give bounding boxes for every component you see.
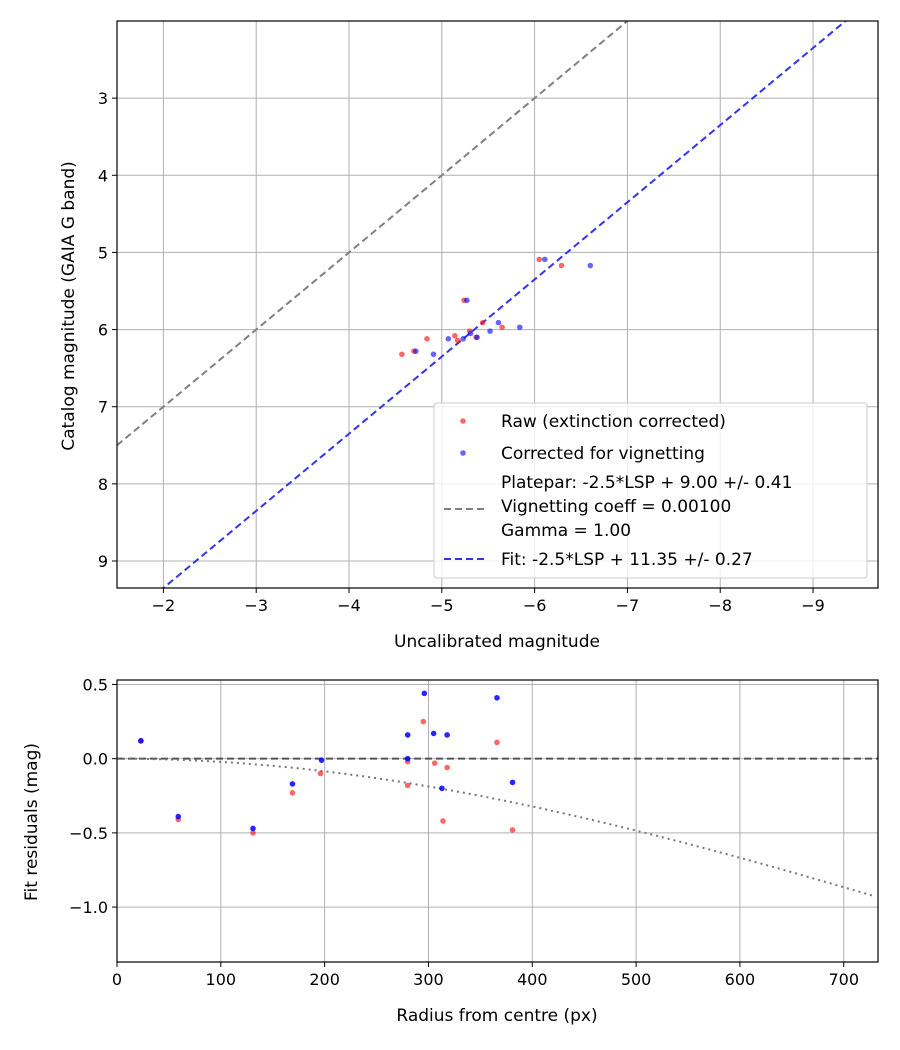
bottom-vignetting-curve [117, 757, 876, 898]
top-point-raw [399, 351, 405, 358]
top-y-tick-label: 3 [98, 89, 108, 108]
top-x-tick-label: −9 [801, 596, 825, 615]
bottom-x-tick-label: 200 [309, 970, 340, 989]
top-x-tick-label: −2 [152, 596, 176, 615]
top-point-corrected [516, 324, 523, 331]
top-y-tick-label: 4 [98, 166, 108, 185]
top-point-raw [454, 337, 461, 344]
top-point-raw [536, 256, 543, 263]
top-point-corrected [467, 330, 474, 337]
legend-box [433, 402, 868, 579]
bottom-axes-frame [116, 679, 879, 963]
bottom-scatter-points [138, 690, 516, 836]
bottom-point-corrected [444, 732, 450, 738]
bottom-reference-lines [117, 757, 878, 898]
top-x-tick-label: −7 [616, 596, 640, 615]
top-point-corrected [542, 256, 548, 263]
legend-platepar-line-1: Vignetting coeff = 0.00100 [501, 497, 731, 517]
bottom-point-corrected [509, 779, 516, 786]
bottom-point-corrected [404, 732, 411, 738]
bottom-x-tick-label: 0 [112, 970, 122, 989]
top-point-corrected [487, 328, 493, 334]
top-x-tick-label: −4 [337, 596, 361, 615]
top-point-corrected [495, 319, 502, 326]
bottom-point-corrected [404, 755, 411, 762]
top-y-tick-label: 6 [98, 321, 108, 340]
legend-raw-label: Raw (extinction corrected) [501, 412, 726, 432]
legend-corrected-label: Corrected for vignetting [501, 444, 705, 464]
bottom-point-raw [420, 718, 427, 725]
top-x-tick-label: −3 [244, 596, 268, 615]
top-axes-frame [116, 20, 879, 589]
top-point-corrected [445, 336, 452, 342]
bottom-point-corrected [138, 738, 144, 744]
legend-platepar-line-0: Platepar: -2.5*LSP + 9.00 +/- 0.41 [501, 473, 792, 493]
bottom-point-corrected [494, 695, 500, 701]
legend-corrected-marker [460, 450, 466, 456]
bottom-x-axis-label: Radius from centre (px) [396, 1006, 597, 1026]
bottom-y-tick-label: −0.5 [69, 824, 108, 843]
bottom-point-corrected [421, 690, 428, 697]
legend-raw-marker [460, 418, 466, 424]
legend: Raw (extinction corrected) Corrected for… [433, 402, 868, 579]
bottom-y-ticks: 0.5 0.0 −0.5 −1.0 [69, 675, 117, 917]
top-x-tick-label: −6 [523, 596, 547, 615]
top-y-tick-label: 8 [98, 475, 108, 494]
top-point-corrected [430, 351, 437, 358]
top-y-tick-label: 7 [98, 398, 108, 417]
top-y-tick-label: 9 [98, 552, 108, 571]
top-point-raw [424, 336, 430, 342]
bottom-y-tick-label: 0.5 [83, 675, 108, 694]
bottom-point-raw [440, 818, 446, 824]
bottom-point-raw [317, 770, 324, 777]
top-x-tick-label: −8 [708, 596, 732, 615]
bottom-x-tick-label: 300 [413, 970, 444, 989]
bottom-point-corrected [289, 781, 296, 787]
top-point-corrected [587, 262, 594, 269]
top-point-raw [499, 324, 505, 331]
bottom-point-raw [509, 827, 516, 833]
bottom-y-tick-label: 0.0 [83, 750, 108, 769]
legend-platepar-label: Platepar: -2.5*LSP + 9.00 +/- 0.41 Vignet… [501, 473, 792, 541]
bottom-point-corrected [175, 813, 182, 820]
top-x-ticks: −2 −3 −4 −5 −6 −7 −8 −9 [152, 588, 825, 615]
bottom-x-tick-label: 400 [517, 970, 548, 989]
top-x-tick-label: −5 [430, 596, 454, 615]
top-y-axis-label: Catalog magnitude (GAIA G band) [59, 161, 79, 451]
bottom-point-raw [404, 782, 411, 789]
bottom-y-tick-label: −1.0 [69, 898, 108, 917]
bottom-point-corrected [430, 730, 437, 737]
bottom-point-corrected [318, 757, 325, 763]
bottom-point-raw [289, 790, 296, 796]
bottom-x-tick-label: 700 [828, 970, 859, 989]
top-point-corrected [460, 336, 466, 342]
bottom-x-ticks: 0 100 200 300 400 500 600 700 [112, 962, 859, 989]
top-point-raw [558, 262, 565, 269]
top-point-corrected [464, 297, 470, 304]
legend-fit-label: Fit: -2.5*LSP + 11.35 +/- 0.27 [501, 550, 753, 570]
bottom-point-raw [444, 764, 450, 771]
top-point-raw [452, 332, 458, 339]
bottom-y-axis-label: Fit residuals (mag) [22, 743, 42, 901]
bottom-point-raw [431, 760, 438, 766]
legend-platepar-line-2: Gamma = 1.00 [501, 521, 631, 541]
residuals-plot: 0 100 200 300 400 500 600 700 0.5 0.0 −0.5 −1.0 Ra… [22, 675, 879, 1026]
top-point-corrected [413, 348, 419, 354]
top-point-raw [479, 319, 486, 326]
bottom-x-tick-label: 600 [725, 970, 756, 989]
top-y-ticks: 3 4 5 6 7 8 9 [98, 89, 117, 571]
bottom-x-tick-label: 500 [621, 970, 652, 989]
top-y-tick-label: 5 [98, 243, 108, 262]
bottom-point-corrected [250, 825, 256, 832]
top-x-axis-label: Uncalibrated magnitude [394, 632, 600, 652]
top-scatter-points [399, 256, 594, 358]
bottom-x-tick-label: 100 [206, 970, 237, 989]
bottom-point-corrected [439, 785, 445, 792]
calibration-plot: −2 −3 −4 −5 −6 −7 −8 −9 3 4 5 6 7 8 9 Uncalibrated ma… [59, 20, 879, 652]
top-point-corrected [474, 334, 480, 341]
bottom-point-raw [250, 830, 256, 836]
bottom-point-raw [494, 739, 500, 746]
